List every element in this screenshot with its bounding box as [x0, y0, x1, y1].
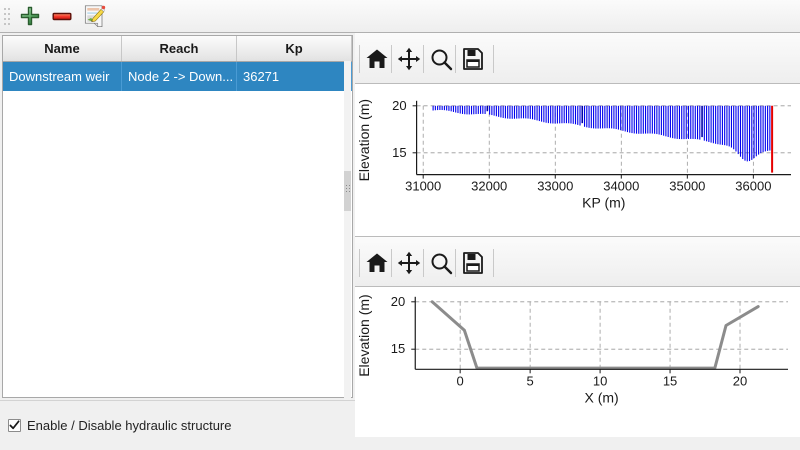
svg-text:35000: 35000: [669, 179, 705, 194]
svg-text:33000: 33000: [537, 179, 573, 194]
svg-text:X (m): X (m): [585, 389, 619, 405]
svg-text:32000: 32000: [471, 179, 507, 194]
svg-text:15: 15: [391, 341, 405, 356]
svg-text:KP (m): KP (m): [582, 195, 625, 211]
svg-text:Elevation (m): Elevation (m): [356, 99, 372, 181]
svg-text:5: 5: [527, 373, 534, 388]
svg-text:31000: 31000: [405, 179, 441, 194]
svg-text:10: 10: [593, 373, 607, 388]
svg-text:36000: 36000: [735, 179, 771, 194]
svg-text:20: 20: [392, 98, 406, 113]
svg-text:15: 15: [663, 373, 677, 388]
svg-text:34000: 34000: [603, 179, 639, 194]
svg-text:15: 15: [392, 145, 406, 160]
svg-text:20: 20: [733, 373, 747, 388]
svg-text:0: 0: [457, 373, 464, 388]
svg-text:20: 20: [391, 294, 405, 309]
svg-text:Elevation (m): Elevation (m): [356, 294, 372, 376]
